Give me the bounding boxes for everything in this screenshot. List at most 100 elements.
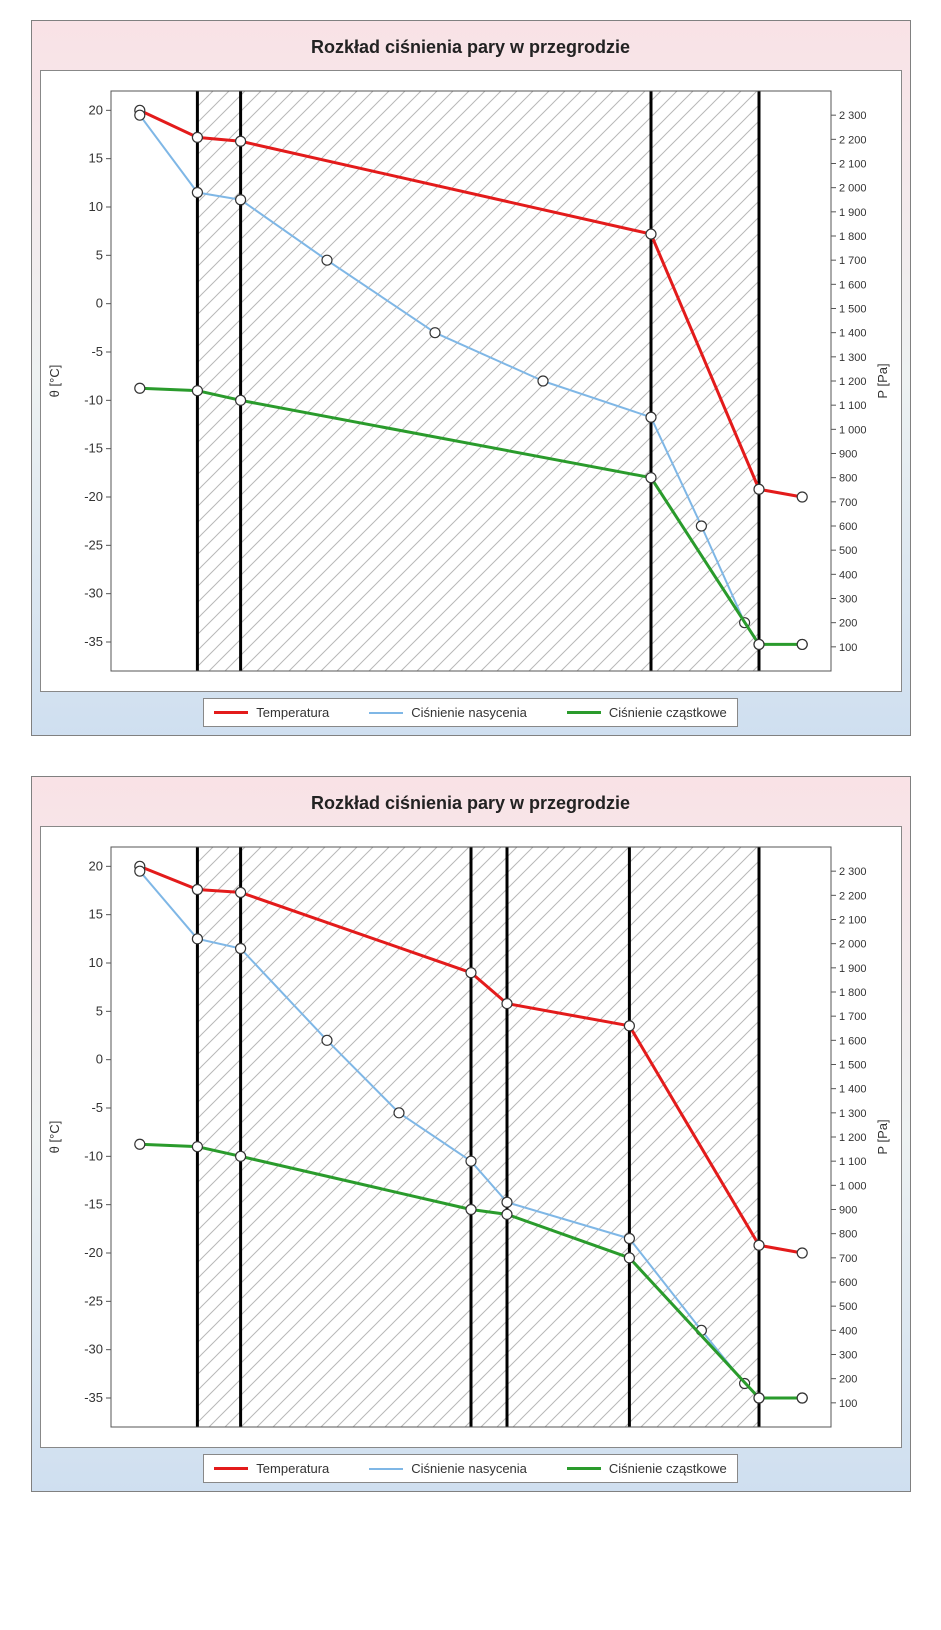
series-marker (134, 110, 144, 120)
series-marker (466, 968, 476, 978)
right-tick-label: 1 400 (839, 328, 867, 340)
right-tick-label: 1 100 (839, 400, 867, 412)
chart-plot-area: -35-30-25-20-15-10-505101520100200300400… (40, 826, 902, 1448)
series-marker (235, 136, 245, 146)
legend-label: Temperatura (256, 705, 329, 720)
right-tick-label: 1 700 (839, 255, 867, 267)
right-tick-label: 1 300 (839, 1108, 867, 1120)
chart-panel-0: Rozkład ciśnienia pary w przegrodzie-35-… (31, 20, 911, 736)
right-tick-label: 1 700 (839, 1011, 867, 1023)
legend-item: Ciśnienie nasycenia (369, 705, 527, 720)
right-tick-label: 1 300 (839, 352, 867, 364)
legend-label: Ciśnienie cząstkowe (609, 705, 727, 720)
right-tick-label: 1 100 (839, 1156, 867, 1168)
series-marker (192, 1142, 202, 1152)
right-tick-label: 900 (839, 1205, 857, 1217)
right-tick-label: 100 (839, 1398, 857, 1410)
series-marker (797, 1248, 807, 1258)
right-tick-label: 1 900 (839, 207, 867, 219)
right-tick-label: 800 (839, 1229, 857, 1241)
left-tick-label: 0 (95, 296, 102, 311)
series-marker (192, 386, 202, 396)
series-marker (646, 229, 656, 239)
right-tick-label: 1 500 (839, 304, 867, 316)
series-marker (192, 188, 202, 198)
right-tick-label: 300 (839, 1350, 857, 1362)
legend-swatch (369, 712, 403, 714)
series-marker (322, 255, 332, 265)
left-tick-label: 10 (88, 955, 102, 970)
legend-swatch (567, 1467, 601, 1470)
hatch-zone (240, 91, 650, 671)
right-tick-label: 700 (839, 497, 857, 509)
chart-title: Rozkład ciśnienia pary w przegrodzie (40, 29, 902, 70)
left-tick-label: -10 (84, 392, 103, 407)
series-marker (466, 1205, 476, 1215)
right-tick-label: 100 (839, 642, 857, 654)
legend-label: Ciśnienie nasycenia (411, 705, 527, 720)
chart-panel-1: Rozkład ciśnienia pary w przegrodzie -35 -… (31, 776, 911, 1492)
right-axis-label: P [Pa] (875, 1119, 890, 1154)
right-tick-label: 700 (839, 1253, 857, 1265)
left-tick-label: -30 (84, 586, 103, 601)
right-tick-label: 600 (839, 1277, 857, 1289)
series-marker (235, 887, 245, 897)
left-tick-label: -20 (84, 489, 103, 504)
right-axis-label: P [Pa] (875, 363, 890, 398)
left-tick-label: 10 (88, 199, 102, 214)
legend-swatch (369, 1468, 403, 1470)
series-marker (134, 1139, 144, 1149)
series-marker (624, 1253, 634, 1263)
series-marker (235, 395, 245, 405)
legend-item: Temperatura (214, 1461, 329, 1476)
series-marker (538, 376, 548, 386)
right-tick-label: 2 300 (839, 110, 867, 122)
right-tick-label: 400 (839, 1325, 857, 1337)
right-tick-label: 1 000 (839, 1180, 867, 1192)
right-tick-label: 500 (839, 1301, 857, 1313)
series-marker (696, 521, 706, 531)
right-tick-label: 2 300 (839, 866, 867, 878)
series-marker (646, 412, 656, 422)
series-marker (502, 999, 512, 1009)
series-marker (797, 639, 807, 649)
series-marker (754, 1240, 764, 1250)
series-marker (754, 1393, 764, 1403)
left-tick-label: -25 (84, 1293, 103, 1308)
left-tick-label: -15 (84, 441, 103, 456)
legend-swatch (214, 711, 248, 714)
hatch-zone (197, 847, 240, 1427)
left-tick-label: -5 (91, 344, 103, 359)
left-tick-label: 5 (95, 247, 102, 262)
legend-item: Ciśnienie cząstkowe (567, 1461, 727, 1476)
left-tick-label: -25 (84, 537, 103, 552)
hatch-zone (507, 847, 629, 1427)
left-tick-label: 0 (95, 1052, 102, 1067)
left-axis-label: θ [°C] (47, 1121, 62, 1154)
right-tick-label: 400 (839, 569, 857, 581)
series-marker (235, 1151, 245, 1161)
right-tick-label: 1 200 (839, 376, 867, 388)
right-tick-label: 200 (839, 618, 857, 630)
series-marker (754, 484, 764, 494)
hatch-zone (197, 91, 240, 671)
left-tick-label: -5 (91, 1100, 103, 1115)
right-tick-label: 2 100 (839, 159, 867, 171)
chart-plot-area: -35-30-25-20-15-10-505101520100200300400… (40, 70, 902, 692)
left-tick-label: -35 (84, 1390, 103, 1405)
legend-swatch (214, 1467, 248, 1470)
right-tick-label: 200 (839, 1374, 857, 1386)
left-axis-label: θ [°C] (47, 365, 62, 398)
series-marker (646, 473, 656, 483)
series-marker (192, 132, 202, 142)
right-tick-label: 900 (839, 449, 857, 461)
right-tick-label: 1 600 (839, 279, 867, 291)
series-marker (624, 1234, 634, 1244)
series-marker (134, 866, 144, 876)
right-tick-label: 600 (839, 521, 857, 533)
right-tick-label: 1 900 (839, 963, 867, 975)
right-tick-label: 1 800 (839, 231, 867, 243)
chart-title: Rozkład ciśnienia pary w przegrodzie (40, 785, 902, 826)
right-tick-label: 1 000 (839, 424, 867, 436)
legend-label: Ciśnienie nasycenia (411, 1461, 527, 1476)
